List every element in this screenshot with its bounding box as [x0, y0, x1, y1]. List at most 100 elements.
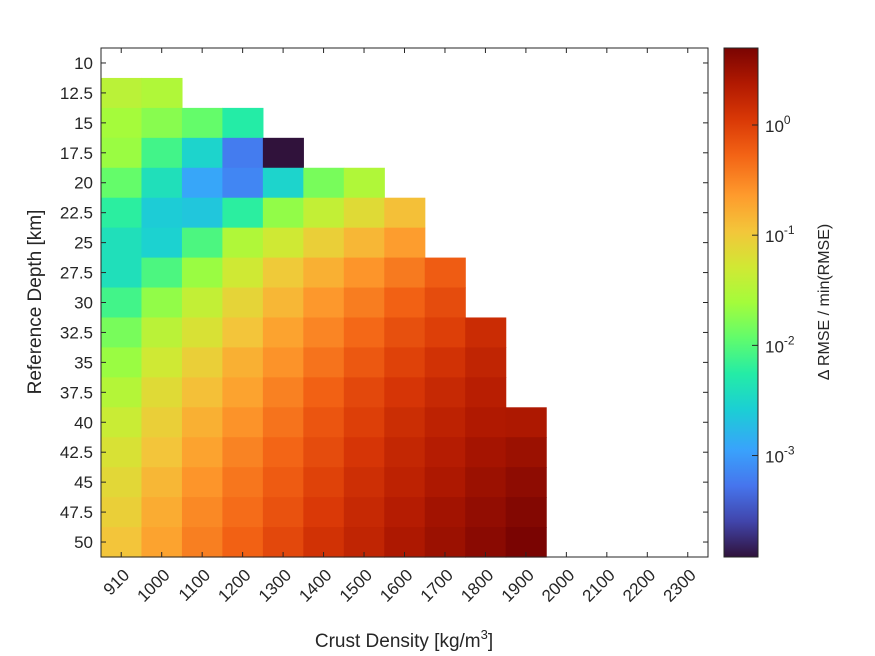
y-tick-label: 40	[74, 413, 93, 432]
heatmap-cell	[181, 437, 223, 468]
heatmap-cell	[424, 347, 466, 378]
y-tick-label: 20	[74, 174, 93, 193]
heatmap-cell	[181, 467, 223, 498]
heatmap-cell	[181, 167, 223, 199]
heatmap-cell	[303, 407, 345, 438]
heatmap-cell	[343, 437, 385, 468]
y-tick-label: 45	[74, 473, 93, 492]
heatmap-cell	[303, 347, 345, 378]
colorbar-tick-label: 10-2	[765, 333, 795, 356]
heatmap-cell	[303, 497, 345, 528]
x-tick-label: 1700	[417, 566, 457, 606]
heatmap-cell	[101, 227, 143, 259]
heatmap-cell	[222, 287, 264, 319]
heatmap-cell	[222, 347, 264, 378]
heatmap-cell	[343, 227, 385, 259]
heatmap-cell	[303, 377, 345, 408]
heatmap-cell	[262, 287, 304, 319]
heatmap-cell	[262, 377, 304, 408]
heatmap-cell	[101, 347, 143, 378]
heatmap-cell	[424, 317, 466, 349]
heatmap-cell	[181, 137, 223, 169]
heatmap-cell	[343, 377, 385, 408]
colorbar-tick-label: 10-1	[765, 223, 795, 246]
heatmap-cell	[424, 437, 466, 468]
y-tick-label: 27.5	[60, 264, 93, 283]
heatmap-cell	[303, 437, 345, 468]
heatmap-cell	[222, 497, 264, 528]
y-tick-label: 30	[74, 294, 93, 313]
y-tick-label: 10	[74, 54, 93, 73]
heatmap-cell	[222, 407, 264, 438]
y-tick-label: 47.5	[60, 503, 93, 522]
heatmap-cell	[384, 257, 426, 289]
heatmap-cell	[181, 377, 223, 408]
y-tick-label: 50	[74, 533, 93, 552]
x-axis-title-superscript: 3	[481, 627, 488, 642]
heatmap-cell	[222, 227, 264, 259]
x-tick-label: 1000	[134, 566, 174, 606]
heatmap-cell	[101, 497, 143, 528]
heatmap-cell	[505, 407, 547, 438]
heatmap-cell	[181, 257, 223, 289]
heatmap-cell	[262, 467, 304, 498]
heatmap-cell	[181, 197, 223, 229]
heatmap-cell	[465, 467, 507, 498]
heatmap-cell	[465, 347, 507, 378]
heatmap-cell	[303, 227, 345, 259]
x-tick-label: 1600	[376, 566, 416, 606]
heatmap-cell	[343, 407, 385, 438]
heatmap-cell	[424, 497, 466, 528]
y-tick-label: 22.5	[60, 204, 93, 223]
y-tick-label: 15	[74, 114, 93, 133]
heatmap-cell	[101, 467, 143, 498]
heatmap-cell	[303, 467, 345, 498]
heatmap-cell	[141, 107, 183, 139]
x-tick-label: 2000	[538, 566, 578, 606]
heatmap-cell	[343, 347, 385, 378]
colorbar-title: Δ RMSE / min(RMSE)	[816, 224, 833, 380]
x-tick-label: 910	[100, 566, 133, 599]
heatmap-cell	[101, 77, 143, 109]
heatmap-cell	[262, 197, 304, 229]
heatmap-cell	[222, 137, 264, 169]
heatmap-cell	[262, 167, 304, 199]
heatmap-cell	[101, 437, 143, 468]
heatmap-cell	[505, 437, 547, 468]
heatmap-cell	[141, 257, 183, 289]
colorbar-ticks: 10-3 10-2 10-1 100	[752, 113, 795, 467]
x-tick-label: 1800	[457, 566, 497, 606]
heatmap-cell	[384, 407, 426, 438]
heatmap-cell	[384, 497, 426, 528]
y-tick-label: 37.5	[60, 383, 93, 402]
heatmap-cell	[303, 287, 345, 319]
heatmap-cell	[343, 317, 385, 349]
x-tick-label: 2200	[619, 566, 659, 606]
heatmap-cell	[465, 377, 507, 408]
x-tick-label: 1200	[214, 566, 254, 606]
heatmap-cell	[424, 257, 466, 289]
heatmap-cell	[181, 497, 223, 528]
heatmap-cell	[101, 197, 143, 229]
heatmap-cell	[424, 287, 466, 319]
heatmap-cell	[101, 407, 143, 438]
x-tick-label: 1500	[336, 566, 376, 606]
x-tick-label: 1400	[295, 566, 335, 606]
heatmap-cell	[384, 287, 426, 319]
heatmap-cell	[141, 437, 183, 468]
x-tick-label: 2300	[660, 566, 700, 606]
heatmap-cell	[222, 167, 264, 199]
heatmap-cell	[181, 227, 223, 259]
heatmap-cell	[181, 407, 223, 438]
heatmap-cell	[101, 317, 143, 349]
heatmap-cell	[343, 197, 385, 229]
heatmap-cell	[101, 137, 143, 169]
colorbar-tick-label: 100	[765, 113, 791, 136]
heatmap-cell	[222, 197, 264, 229]
heatmap-cell	[384, 227, 426, 259]
heatmap-cell	[141, 77, 183, 109]
heatmap-cell	[262, 497, 304, 528]
heatmap-cell	[141, 167, 183, 199]
heatmap-cell	[101, 257, 143, 289]
